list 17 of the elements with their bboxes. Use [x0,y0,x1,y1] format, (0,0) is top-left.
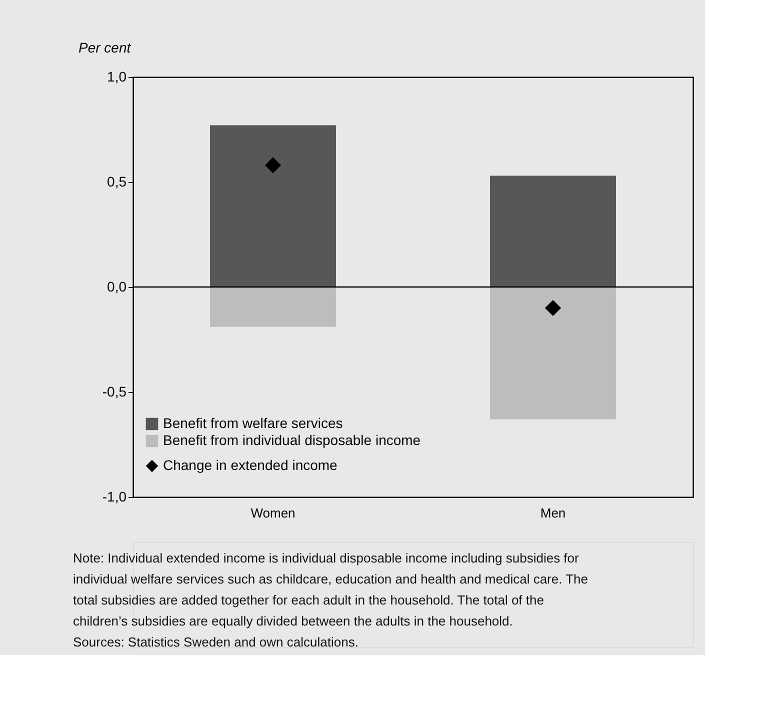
y-axis-title: Per cent [78,40,132,56]
bar [490,176,616,287]
y-tick-label: 0,5 [107,174,127,190]
bar [210,125,336,287]
y-tick-label: -1,0 [102,488,127,504]
bar [210,287,336,327]
legend-label: Benefit from welfare services [163,415,343,431]
legend-label: Change in extended income [163,457,338,473]
y-tick-label: 1,0 [107,68,127,84]
legend-label: Benefit from individual disposable income [163,432,421,448]
source-note: Sources: Statistics Sweden and own calculations. [73,634,358,650]
x-tick-label: Women [250,506,296,520]
x-tick-label: Men [540,506,566,520]
y-tick-label: -0,5 [102,384,127,400]
text: Note: Individual extended income is individual disposable income including subsidies for individual welfare services such as childcare, education and health and medical care. The total subsidies are added together for each adult in the household. The total of the children’s subsidies are equally divided between the adults in the household. [73,550,588,628]
y-tick-label: 0,0 [107,278,127,294]
bar [490,287,616,420]
